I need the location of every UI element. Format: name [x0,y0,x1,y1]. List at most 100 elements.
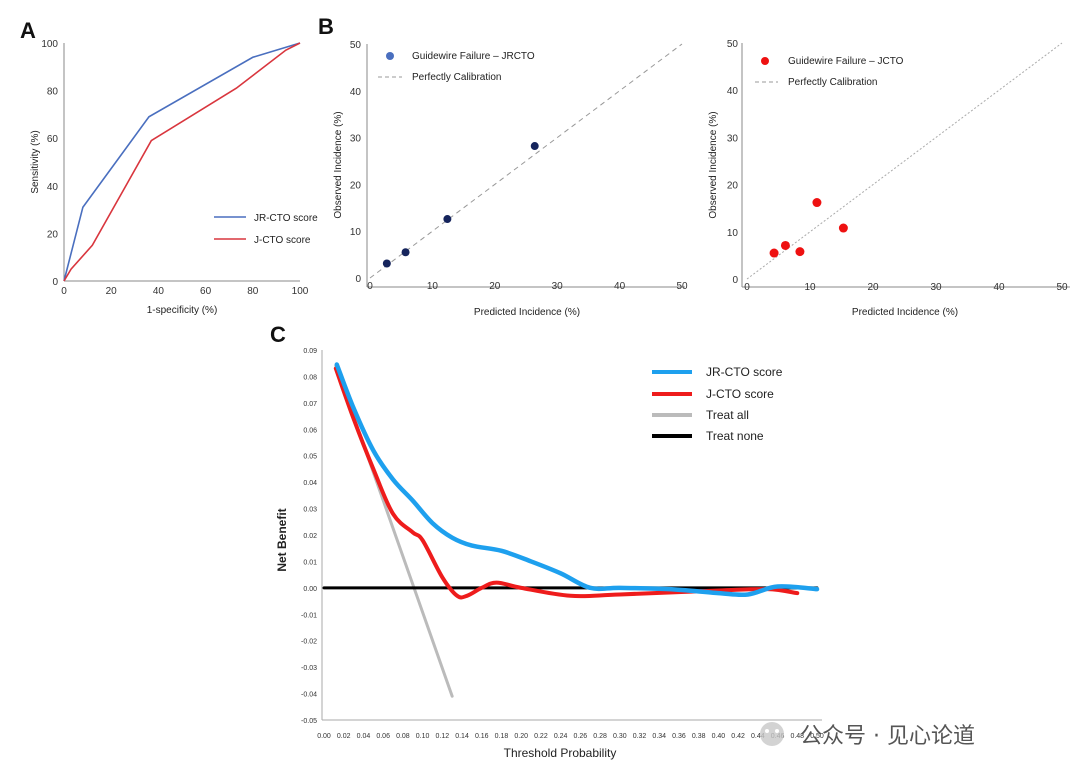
dca-y-tick: -0.02 [301,639,317,646]
cal2-y-label: Observed Incidence (%) [708,111,719,218]
dca-line-jr-cto [334,362,820,598]
roc-legend: JR-CTO score J-CTO score [214,213,318,246]
roc-y-label: Sensitivity (%) [30,130,41,193]
cal1-y-tick: 20 [350,180,362,191]
cal1-x-tick: 0 [367,281,373,292]
wechat-icon-eye-right [775,729,779,733]
roc-x-tick: 0 [61,286,67,297]
cal1-x-label: Predicted Incidence (%) [474,307,580,318]
dca-x-tick: 0.08 [396,733,410,740]
cal1-y-label: Observed Incidence (%) [333,111,344,218]
cal1-y-tick: 30 [350,134,362,145]
cal1-x-tick: 20 [489,281,501,292]
dca-legend-j: J-CTO score [706,387,774,401]
cal2-reference-line [746,42,1063,280]
dca-y-label: Net Benefit [275,508,289,571]
cal2-point [780,240,790,250]
dca-y-tick: -0.03 [301,665,317,672]
cal2-legend-series: Guidewire Failure – JCTO [788,56,904,67]
cal2-legend: Guidewire Failure – JCTO Perfectly Calib… [755,56,904,88]
cal1-x-tick: 30 [552,281,564,292]
cal2-x-label: Predicted Incidence (%) [852,307,958,318]
panel-label-a: A [20,18,36,43]
dca-y-tick: -0.05 [301,718,317,725]
roc-legend-j: J-CTO score [254,235,311,246]
dca-x-tick: 0.14 [455,733,469,740]
decision-curve-chart: 0.00 0.02 0.04 0.06 0.08 0.10 0.12 0.14 0.16 0.18… [275,348,824,760]
cal1-point [443,215,452,224]
cal1-y-tick: 10 [350,227,362,238]
dca-x-tick: 0.18 [495,733,509,740]
cal2-x-tick: 0 [744,282,750,293]
cal1-legend-series: Guidewire Failure – JRCTO [412,51,535,62]
cal2-y-tick: 0 [732,275,738,286]
calibration-chart-jcto: 0 10 20 30 40 50 0 10 20 30 40 50 Predicted Incide… [708,39,1070,318]
cal1-point [401,248,410,257]
cal2-y-tick: 50 [727,39,739,50]
roc-x-tick: 40 [153,286,165,297]
dca-y-tick: -0.01 [301,612,317,619]
wechat-icon-eye-left [765,729,769,733]
dca-x-tick: 0.30 [613,733,627,740]
dca-x-tick: 0.40 [712,733,726,740]
cal2-point [769,248,779,258]
dca-x-tick: 0.48 [790,733,804,740]
dca-y-tick: 0.07 [303,401,317,408]
cal2-x-tick: 10 [804,282,816,293]
dca-y-tick: 0.06 [303,427,317,434]
dca-y-tick: 0.09 [303,348,317,355]
dca-x-tick: 0.02 [337,733,351,740]
dca-x-tick: 0.38 [692,733,706,740]
wechat-icon [760,722,784,746]
cal1-point [530,142,539,151]
cal2-x-tick: 50 [1056,282,1068,293]
roc-y-tick: 0 [52,277,58,288]
cal1-legend-ref: Perfectly Calibration [412,72,501,83]
roc-x-label: 1-specificity (%) [147,305,218,316]
cal2-x-tick: 40 [993,282,1005,293]
calibration-chart-jrcto: 0 10 20 30 40 50 0 10 20 30 40 50 Predicted Incide… [333,40,688,318]
cal2-x-tick: 30 [930,282,942,293]
dca-y-tick: 0.05 [303,454,317,461]
cal2-point [812,198,822,208]
cal1-x-tick: 10 [427,281,439,292]
dca-x-label: Threshold Probability [504,746,617,760]
panel-label-b: B [318,14,334,39]
cal2-y-tick: 20 [727,181,739,192]
cal1-y-tick: 40 [350,87,362,98]
dca-legend-jr: JR-CTO score [706,365,783,379]
dca-x-tick: 0.44 [751,733,765,740]
roc-y-tick: 60 [47,134,59,145]
roc-x-tick: 60 [200,286,212,297]
roc-y-tick: 80 [47,87,59,98]
panel-label-c: C [270,322,286,347]
dca-y-tick: 0.04 [303,480,317,487]
cal1-y-tick: 50 [350,40,362,51]
cal2-legend-marker [761,57,769,65]
dca-x-tick: 0.26 [574,733,588,740]
cal2-y-tick: 10 [727,228,739,239]
dca-x-tick: 0.50 [810,733,824,740]
roc-y-tick: 40 [47,182,59,193]
dca-legend-none: Treat none [706,429,764,443]
roc-x-tick: 80 [247,286,259,297]
cal1-point [382,259,391,268]
dca-x-tick: 0.42 [731,733,745,740]
dca-x-tick: 0.22 [534,733,548,740]
dca-x-tick: 0.10 [416,733,430,740]
watermark-text: 公众号 · 见心论道 [800,724,975,749]
dca-y-tick: 0.08 [303,374,317,381]
dca-y-tick: -0.04 [301,692,317,699]
roc-y-tick: 100 [41,39,58,50]
dca-x-tick: 0.36 [672,733,686,740]
cal2-y-tick: 30 [727,133,739,144]
dca-legend-all: Treat all [706,408,749,422]
watermark: 公众号 · 见心论道 [760,722,975,749]
roc-x-tick: 100 [292,286,309,297]
dca-legend: JR-CTO score J-CTO score Treat all Treat… [652,365,783,443]
roc-legend-jr: JR-CTO score [254,213,318,224]
roc-x-tick: 20 [106,286,118,297]
dca-x-tick: 0.32 [633,733,647,740]
dca-y-tick: 0.02 [303,533,317,540]
